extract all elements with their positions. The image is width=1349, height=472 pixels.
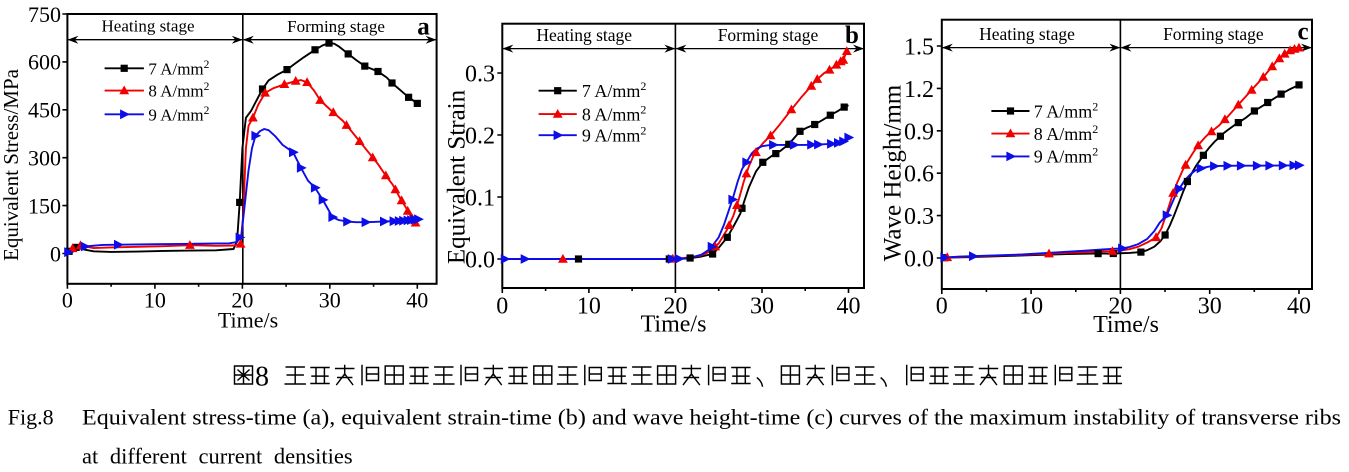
svg-text:0.0: 0.0 bbox=[904, 247, 934, 273]
svg-text:0: 0 bbox=[936, 294, 948, 320]
svg-text:0.1: 0.1 bbox=[465, 186, 495, 212]
svg-text:b: b bbox=[845, 22, 859, 49]
svg-text:30: 30 bbox=[1198, 294, 1222, 320]
svg-text:7 A/mm2: 7 A/mm2 bbox=[1034, 99, 1099, 121]
svg-text:30: 30 bbox=[750, 294, 774, 320]
svg-text:Forming stage: Forming stage bbox=[287, 17, 385, 36]
svg-text:20: 20 bbox=[1108, 294, 1132, 320]
svg-text:8 A/mm2: 8 A/mm2 bbox=[1034, 122, 1099, 144]
svg-text:Time/s: Time/s bbox=[1093, 312, 1159, 338]
svg-text:30: 30 bbox=[319, 288, 341, 313]
svg-text:750: 750 bbox=[28, 2, 61, 27]
svg-text:0.3: 0.3 bbox=[465, 62, 495, 88]
svg-text:20: 20 bbox=[663, 294, 687, 320]
svg-text:20: 20 bbox=[231, 288, 253, 313]
svg-text:40: 40 bbox=[406, 288, 428, 313]
svg-text:a: a bbox=[417, 14, 430, 41]
svg-text:7 A/mm2: 7 A/mm2 bbox=[582, 79, 647, 101]
svg-text:8: 8 bbox=[255, 362, 269, 393]
svg-text:0.3: 0.3 bbox=[904, 204, 934, 230]
svg-text:600: 600 bbox=[28, 50, 61, 75]
svg-text:0: 0 bbox=[50, 241, 61, 266]
svg-text:c: c bbox=[1297, 18, 1308, 45]
svg-text:0.9: 0.9 bbox=[904, 119, 934, 145]
svg-text:10: 10 bbox=[144, 288, 166, 313]
svg-text:Equivalent stress-time (a), eq: Equivalent stress-time (a), equivalent s… bbox=[82, 405, 1341, 430]
svg-text:40: 40 bbox=[1287, 294, 1311, 320]
svg-text:8 A/mm2: 8 A/mm2 bbox=[148, 81, 209, 101]
svg-text:Time/s: Time/s bbox=[641, 312, 707, 338]
svg-text:0.2: 0.2 bbox=[465, 124, 495, 150]
svg-text:7 A/mm2: 7 A/mm2 bbox=[148, 59, 209, 79]
svg-text:Time/s: Time/s bbox=[218, 308, 278, 333]
svg-text:Forming stage: Forming stage bbox=[718, 25, 819, 45]
svg-text:at different current densities: at different current densities bbox=[82, 444, 353, 469]
svg-text:9 A/mm2: 9 A/mm2 bbox=[582, 124, 647, 146]
svg-text:Equivalent Stress/MPa: Equivalent Stress/MPa bbox=[0, 68, 23, 261]
svg-text:40: 40 bbox=[837, 294, 861, 320]
svg-text:450: 450 bbox=[28, 98, 61, 123]
svg-text:Heating stage: Heating stage bbox=[102, 17, 195, 36]
svg-text:Heating stage: Heating stage bbox=[979, 24, 1075, 44]
svg-text:Fig.8: Fig.8 bbox=[8, 405, 54, 430]
svg-text:150: 150 bbox=[28, 193, 61, 218]
svg-text:Equivalent Strain: Equivalent Strain bbox=[444, 89, 471, 264]
svg-text:10: 10 bbox=[577, 294, 601, 320]
svg-text:8 A/mm2: 8 A/mm2 bbox=[582, 102, 647, 124]
svg-text:Heating stage: Heating stage bbox=[536, 25, 632, 45]
svg-text:9 A/mm2: 9 A/mm2 bbox=[148, 105, 209, 125]
svg-text:10: 10 bbox=[1019, 294, 1043, 320]
svg-text:Forming stage: Forming stage bbox=[1163, 24, 1264, 44]
svg-text:0: 0 bbox=[62, 288, 73, 313]
svg-text:1.2: 1.2 bbox=[904, 77, 934, 103]
svg-text:1.5: 1.5 bbox=[904, 35, 934, 61]
svg-text:0.0: 0.0 bbox=[465, 248, 495, 274]
svg-text:0: 0 bbox=[496, 294, 508, 320]
svg-text:0.6: 0.6 bbox=[904, 162, 934, 188]
svg-text:300: 300 bbox=[28, 146, 61, 171]
svg-text:9 A/mm2: 9 A/mm2 bbox=[1034, 145, 1099, 167]
svg-text:Wave Height/mm: Wave Height/mm bbox=[880, 84, 907, 261]
